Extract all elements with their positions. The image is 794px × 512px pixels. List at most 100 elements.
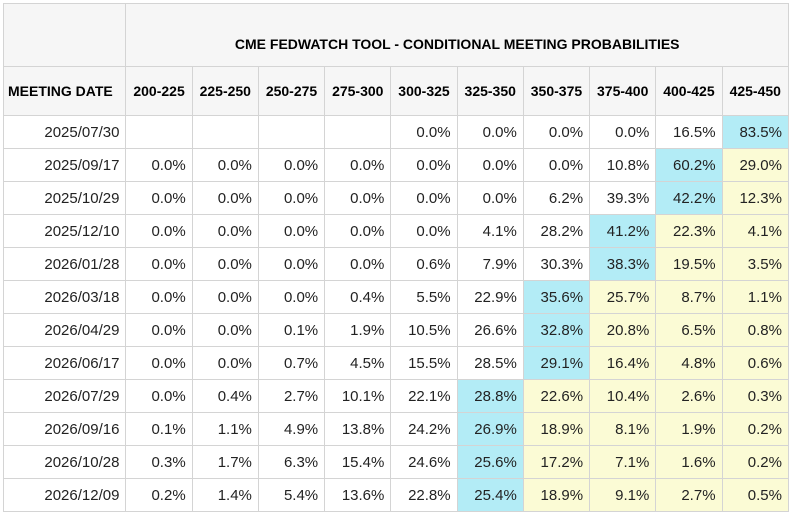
probability-cell: 0.8% [721,313,790,347]
probability-cell: 0.0% [257,280,326,314]
probability-cell: 16.4% [589,346,657,380]
probability-cell: 18.9% [522,412,591,446]
meeting-date-cell: 2025/12/10 [2,214,127,248]
rate-range-header: 200-225 [125,66,193,116]
probability-cell: 20.8% [589,313,657,347]
table-row: 2026/04/29 0.0% 0.0% 0.1% 1.9% 10.5% 26.6% 32.8… [2,313,790,347]
table-row: 2025/12/10 0.0% 0.0% 0.0% 0.0% 0.0% 4.1% 28.2% 4… [2,214,790,248]
probability-cell: 1.1% [721,280,790,314]
table-row: 2025/07/30 0.0% 0.0% 0.0% 0.0% 16.5% 83.5% [2,115,790,149]
probability-cell: 28.2% [522,214,591,248]
probability-cell: 19.5% [655,247,723,281]
probability-cell: 0.3% [721,379,790,413]
probability-cell: 24.2% [390,412,458,446]
probability-cell: 0.0% [522,148,591,182]
probability-cell: 0.7% [257,346,326,380]
rate-range-header: 275-300 [324,66,392,116]
probability-cell: 15.4% [324,445,392,479]
probability-cell [191,115,259,149]
probability-cell: 83.5% [721,115,790,149]
probability-cell: 7.9% [456,247,524,281]
probability-cell: 0.0% [125,280,193,314]
probability-cell: 0.0% [324,247,392,281]
rate-range-header: 425-450 [721,66,790,116]
probability-cell: 0.4% [191,379,259,413]
rate-range-header: 300-325 [390,66,458,116]
probability-cell: 10.1% [324,379,392,413]
meeting-date-cell: 2026/09/16 [2,412,127,446]
probability-cell: 5.4% [257,478,326,512]
probability-cell: 0.0% [456,115,524,149]
probability-cell: 1.1% [191,412,259,446]
probability-cell: 22.6% [522,379,591,413]
probability-cell: 0.0% [257,247,326,281]
table-row: 2026/06/17 0.0% 0.0% 0.7% 4.5% 15.5% 28.5% 29.1… [2,346,790,380]
probability-cell: 0.0% [125,214,193,248]
probability-cell: 8.1% [589,412,657,446]
meeting-date-cell: 2026/07/29 [2,379,127,413]
probability-cell [125,115,193,149]
probability-cell: 13.8% [324,412,392,446]
probability-cell: 10.8% [589,148,657,182]
probability-cell: 0.0% [125,148,193,182]
fedwatch-table-container: CME FEDWATCH TOOL - CONDITIONAL MEETING … [2,3,790,512]
probability-cell: 4.1% [456,214,524,248]
probability-cell: 32.8% [522,313,591,347]
probability-cell: 1.9% [324,313,392,347]
probability-cell: 0.0% [191,148,259,182]
probability-cell: 28.8% [456,379,524,413]
probability-cell: 3.5% [721,247,790,281]
meeting-date-cell: 2026/06/17 [2,346,127,380]
probability-cell: 35.6% [522,280,591,314]
probability-cell: 0.0% [324,148,392,182]
meeting-date-cell: 2026/10/28 [2,445,127,479]
probability-cell: 5.5% [390,280,458,314]
probability-cell: 1.9% [655,412,723,446]
probability-cell: 0.0% [522,115,591,149]
probability-cell: 9.1% [589,478,657,512]
table-row: 2026/03/18 0.0% 0.0% 0.0% 0.4% 5.5% 22.9% 35.6%… [2,280,790,314]
probability-cell: 0.2% [125,478,193,512]
probability-cell: 12.3% [721,181,790,215]
probability-cell: 30.3% [522,247,591,281]
probability-cell: 2.7% [257,379,326,413]
probability-cell: 41.2% [589,214,657,248]
probability-cell: 13.6% [324,478,392,512]
probability-cell: 8.7% [655,280,723,314]
probability-cell: 2.7% [655,478,723,512]
probability-cell: 0.0% [390,181,458,215]
table-row: 2026/07/29 0.0% 0.4% 2.7% 10.1% 22.1% 28.8% 22.… [2,379,790,413]
probability-cell: 24.6% [390,445,458,479]
rate-range-header: 250-275 [257,66,326,116]
probability-cell: 0.0% [125,313,193,347]
probability-cell: 26.9% [456,412,524,446]
probability-cell: 22.1% [390,379,458,413]
probability-cell: 39.3% [589,181,657,215]
meeting-date-header: MEETING DATE [2,66,127,116]
table-title: CME FEDWATCH TOOL - CONDITIONAL MEETING … [125,3,789,67]
probability-cell: 0.0% [589,115,657,149]
table-row: 2025/09/17 0.0% 0.0% 0.0% 0.0% 0.0% 0.0% 0.0% 10… [2,148,790,182]
probability-cell: 1.6% [655,445,723,479]
probability-cell: 0.0% [324,214,392,248]
table-body: 2025/07/30 0.0% 0.0% 0.0% 0.0% 16.5% 83.5% 2025… [2,115,790,512]
probability-cell: 25.7% [589,280,657,314]
probability-cell: 18.9% [522,478,591,512]
probability-cell: 0.0% [257,148,326,182]
corner-cell [2,3,127,67]
table-row: 2026/09/16 0.1% 1.1% 4.9% 13.8% 24.2% 26.9% 18.… [2,412,790,446]
probability-cell: 0.0% [191,280,259,314]
probability-cell: 0.0% [191,214,259,248]
probability-cell: 38.3% [589,247,657,281]
probability-cell [257,115,326,149]
probability-cell: 22.8% [390,478,458,512]
probability-cell: 25.6% [456,445,524,479]
probability-cell: 0.1% [257,313,326,347]
rate-range-header: 225-250 [191,66,259,116]
probability-cell: 0.6% [390,247,458,281]
probability-cell: 42.2% [655,181,723,215]
rate-range-header: 350-375 [522,66,591,116]
probability-cell: 0.0% [456,181,524,215]
probability-cell: 10.4% [589,379,657,413]
probability-cell: 15.5% [390,346,458,380]
